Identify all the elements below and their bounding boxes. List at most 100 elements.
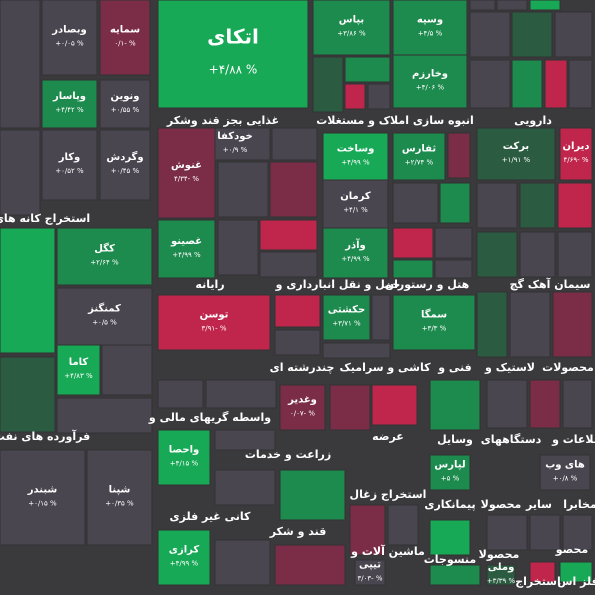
sector-label: محصو bbox=[555, 543, 588, 556]
tile bbox=[387, 504, 419, 546]
tile bbox=[279, 469, 346, 521]
tile bbox=[274, 544, 346, 586]
tile bbox=[56, 397, 153, 434]
sector-label: پیمانکاری bbox=[424, 498, 475, 511]
tile-name: شپنا bbox=[109, 485, 131, 496]
tile-change: +۴/۰۶ % bbox=[416, 84, 445, 92]
tile-name: خودکفا bbox=[217, 131, 252, 142]
tile bbox=[434, 227, 473, 259]
sector-label: محصولا bbox=[479, 548, 520, 561]
tile bbox=[476, 127, 556, 181]
tile-change: +۱/۹۱ % bbox=[502, 156, 531, 164]
sector-label: انبوه سازی املاک و مستغلات bbox=[316, 114, 474, 127]
tile bbox=[562, 379, 593, 429]
tile-name: تیپی bbox=[359, 560, 381, 571]
tile bbox=[157, 127, 216, 219]
tile bbox=[486, 564, 516, 586]
tile-name: های وب bbox=[545, 460, 585, 471]
tile-name: وگردش bbox=[106, 150, 143, 163]
tile bbox=[434, 259, 473, 279]
tile-name: بپاس bbox=[339, 15, 364, 26]
sector-label: سیمان آهک گچ bbox=[510, 277, 591, 291]
tile-change: ۰/۰۷- % bbox=[290, 410, 315, 418]
tile bbox=[205, 379, 277, 409]
tile bbox=[312, 56, 344, 113]
tile-name: غنوش bbox=[171, 160, 202, 171]
tile-name: کرمان bbox=[340, 191, 371, 202]
tile-name: برکت bbox=[503, 141, 529, 152]
tile bbox=[214, 539, 271, 586]
tile-name: وملی bbox=[488, 562, 515, 573]
tile bbox=[439, 182, 471, 224]
tile-name: وآذر bbox=[344, 238, 366, 251]
tile bbox=[214, 429, 276, 451]
tile bbox=[41, 0, 98, 76]
tile bbox=[344, 56, 391, 83]
tile-change: ۰/۱- % bbox=[114, 40, 136, 48]
sector-label: غذایی بجز قند وشکر bbox=[166, 114, 279, 127]
tile bbox=[271, 127, 318, 161]
tile-change: +۴/۵ % bbox=[418, 30, 443, 38]
tile bbox=[157, 294, 271, 351]
sector-label: محصولا bbox=[481, 498, 522, 511]
tile bbox=[322, 179, 389, 229]
tile bbox=[519, 182, 556, 229]
tile-change: ۳/۹۱- % bbox=[201, 325, 226, 333]
tile bbox=[529, 0, 561, 11]
tile bbox=[511, 11, 553, 58]
tile bbox=[0, 227, 56, 354]
tile bbox=[486, 514, 528, 551]
tile bbox=[157, 0, 309, 109]
tile bbox=[322, 342, 391, 359]
tile bbox=[392, 227, 434, 259]
tile-name: وسپه bbox=[417, 15, 443, 26]
tile bbox=[559, 127, 593, 181]
tile-name: وساخت bbox=[337, 144, 375, 155]
tile bbox=[217, 219, 259, 276]
tile bbox=[41, 79, 98, 129]
tile bbox=[41, 129, 98, 201]
sector-label: فرآورده های نفت bbox=[0, 429, 90, 443]
tile bbox=[476, 182, 518, 229]
tile bbox=[529, 379, 561, 429]
tile bbox=[496, 0, 528, 11]
sector-label: وسایل bbox=[437, 433, 473, 446]
sector-label: کاشی و سرامیک bbox=[340, 361, 432, 374]
tile-name: کگل bbox=[94, 242, 115, 255]
tile bbox=[429, 379, 481, 431]
tile bbox=[429, 454, 471, 491]
sector-label: مخابرا bbox=[563, 498, 595, 511]
tile-change: +۲/۶۴ % bbox=[90, 259, 119, 267]
tile-name: وغدیر bbox=[287, 395, 317, 406]
tile-change: +۳/۷۱ % bbox=[332, 320, 361, 328]
tile-change: +۳/۳۹ % bbox=[487, 577, 516, 585]
tile-change: +۳/۳ % bbox=[422, 325, 447, 333]
tile-name: کمنگنز bbox=[87, 302, 121, 315]
tile bbox=[511, 59, 543, 109]
tile bbox=[157, 429, 211, 486]
tile-name: لپارس bbox=[434, 460, 465, 471]
tile bbox=[559, 561, 593, 583]
tile bbox=[392, 259, 434, 279]
tile bbox=[56, 287, 153, 346]
tile-name: وبصادر bbox=[51, 25, 86, 36]
tile bbox=[344, 83, 366, 110]
tile-name: وپاسار bbox=[52, 91, 86, 102]
tile-name: سمایه bbox=[110, 25, 140, 36]
tile bbox=[557, 231, 593, 278]
sector-label: عرضه bbox=[372, 430, 404, 443]
tile-change: +۴/۸۸ % bbox=[209, 63, 258, 77]
tile-change: +۰/۰۵ % bbox=[55, 40, 84, 48]
tile bbox=[557, 182, 593, 229]
tile bbox=[214, 469, 276, 506]
tile-name: وخارزم bbox=[412, 69, 448, 80]
tile bbox=[259, 251, 318, 278]
tile-change: +۴/۱ % bbox=[343, 206, 368, 214]
tile bbox=[476, 291, 508, 358]
tile bbox=[0, 449, 86, 546]
tile bbox=[279, 384, 326, 431]
sector-label: قند و شکر bbox=[269, 525, 327, 538]
tile bbox=[0, 356, 56, 433]
tile-change: +۰/۳۵ % bbox=[105, 500, 134, 508]
